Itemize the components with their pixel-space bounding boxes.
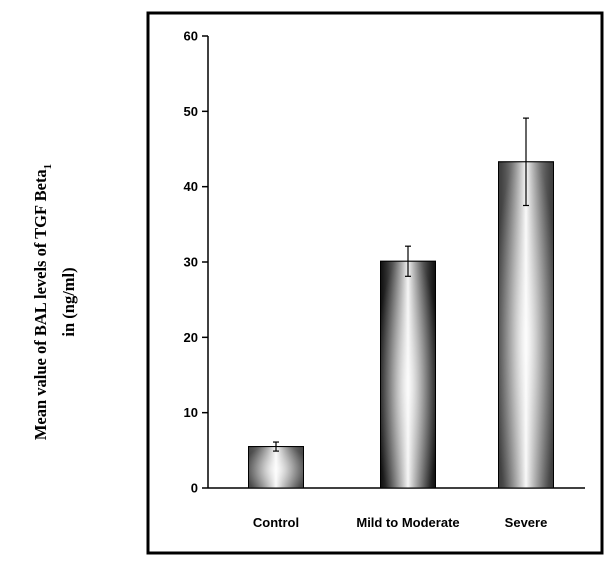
y-axis-title-subscript: 1	[42, 164, 54, 170]
y-tick-label: 10	[184, 405, 198, 420]
chart-frame	[146, 11, 604, 555]
x-category-label: Control	[253, 515, 299, 530]
x-axis-labels: Control Mild to Moderate Severe	[253, 515, 547, 530]
bars	[248, 117, 554, 489]
y-tick-label: 40	[184, 179, 198, 194]
y-tick-label: 50	[184, 104, 198, 119]
y-tick-label: 0	[191, 481, 198, 496]
bar-highlight	[380, 261, 436, 488]
y-axis-title: Mean value of BAL levels of TGF Beta1 in…	[31, 164, 78, 440]
bar-highlight	[248, 446, 304, 488]
bar-highlight	[498, 161, 554, 488]
y-axis-title-line-1: Mean value of BAL levels of TGF Beta	[31, 169, 50, 440]
svg-text:Mean value of BAL levels of TG: Mean value of BAL levels of TGF Beta1	[31, 164, 54, 440]
y-tick-label: 30	[184, 255, 198, 270]
y-axis-title-line-2: in (ng/ml)	[59, 267, 78, 336]
y-tick-label: 60	[184, 29, 198, 44]
y-axis-ticks: 0 10 20 30 40 50 60	[184, 29, 208, 496]
x-category-label: Mild to Moderate	[356, 515, 459, 530]
y-tick-label: 20	[184, 330, 198, 345]
x-category-label: Severe	[505, 515, 548, 530]
